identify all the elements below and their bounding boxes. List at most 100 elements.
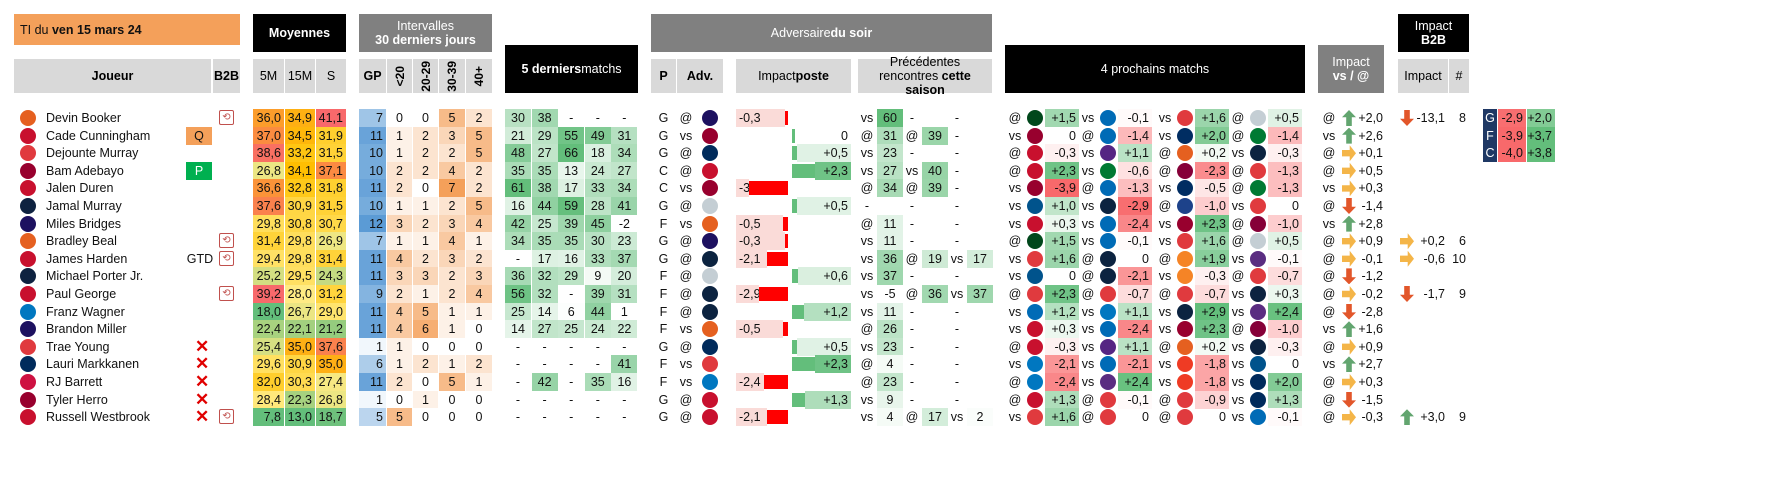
impact-bar xyxy=(767,410,788,425)
interval-i40: 2 xyxy=(466,249,492,268)
interval-i40: 3 xyxy=(466,267,492,286)
next-impact-value: +2,4 xyxy=(1268,302,1302,321)
avg-s: 29,0 xyxy=(316,302,346,321)
prev-home-away: vs xyxy=(860,339,874,354)
next-home-away: vs xyxy=(1081,199,1095,213)
next-home-away: @ xyxy=(1081,269,1095,284)
prev-home-away: @ xyxy=(860,128,874,143)
interval-gp: 11 xyxy=(359,320,386,339)
position: C xyxy=(658,181,669,196)
player-name[interactable]: James Harden xyxy=(46,251,128,266)
avg-s: 37,6 xyxy=(316,337,346,356)
impact-b2b-value: +3,0 xyxy=(1420,410,1445,425)
impact-b2b-count: 9 xyxy=(1459,287,1466,301)
avg-s: 31,2 xyxy=(316,285,346,303)
home-away: @ xyxy=(679,163,693,178)
impact-poste-b: poste xyxy=(795,69,829,83)
impact-vs-value: -1,2 xyxy=(1361,269,1383,284)
next-opponent-logo-icon xyxy=(1250,286,1266,302)
next-opponent-logo-icon xyxy=(1027,145,1043,162)
impact-vs-home-away: @ xyxy=(1322,392,1336,407)
interval-i3039: 7 xyxy=(439,179,465,198)
last-game-score: 35 xyxy=(584,373,611,391)
impact-vs-value: +2,8 xyxy=(1358,216,1383,231)
player-name[interactable]: Miles Bridges xyxy=(46,216,122,231)
player-name[interactable]: Franz Wagner xyxy=(46,304,125,319)
next-impact-value: -1,0 xyxy=(1195,197,1229,215)
interval-gp: 10 xyxy=(359,144,386,163)
player-name[interactable]: Paul George xyxy=(46,287,117,301)
player-name[interactable]: Jalen Duren xyxy=(46,181,114,196)
team-logo-icon xyxy=(20,233,36,250)
next-impact-value: -0,1 xyxy=(1118,109,1152,127)
header-4-prochains: 4 prochains matchs xyxy=(1005,45,1305,93)
impact-bar xyxy=(792,199,797,213)
prev-score: 23 xyxy=(877,337,903,356)
player-name[interactable]: RJ Barrett xyxy=(46,375,103,389)
prev-home-away: @ xyxy=(860,216,874,231)
last-game-score: 25 xyxy=(505,302,531,321)
next-opponent-logo-icon xyxy=(1250,409,1266,426)
impact-bar xyxy=(785,234,788,249)
header-intervalles: Intervalles 30 derniers jours xyxy=(359,14,492,52)
opponent-logo-icon xyxy=(702,391,718,408)
impact-bar xyxy=(792,128,795,143)
last-game-score: - xyxy=(505,373,531,391)
player-name[interactable]: Dejounte Murray xyxy=(46,146,139,161)
next-opponent-logo-icon xyxy=(1100,303,1116,320)
impact-bar xyxy=(785,111,788,125)
avg-m15: 30,8 xyxy=(285,214,315,233)
next-home-away: @ xyxy=(1008,163,1022,178)
next-home-away: @ xyxy=(1231,234,1245,249)
player-name[interactable]: Michael Porter Jr. xyxy=(46,269,144,284)
next-opponent-logo-icon xyxy=(1027,180,1043,197)
30-39-label: 30-39 xyxy=(445,60,459,92)
last-game-score: 41 xyxy=(611,197,638,215)
next-opponent-logo-icon xyxy=(1177,409,1193,426)
interval-i40: 1 xyxy=(466,302,492,321)
interval-i20: 2 xyxy=(387,285,412,303)
last-game-score: 39 xyxy=(584,285,611,303)
prev-score: 2 xyxy=(967,408,993,427)
player-name[interactable]: Brandon Miller xyxy=(46,322,127,337)
b2b-trend-down-icon xyxy=(1400,286,1414,302)
player-name[interactable]: Russell Westbrook xyxy=(46,410,150,425)
next-impact-value: +0,2 xyxy=(1195,337,1229,356)
next-opponent-logo-icon xyxy=(1100,250,1116,267)
next-impact-value: +0,3 xyxy=(1268,285,1302,303)
next-impact-value: +2,4 xyxy=(1118,373,1152,391)
next-home-away: vs xyxy=(1008,304,1022,319)
last-game-score: 38 xyxy=(531,179,558,198)
trend-right-icon xyxy=(1342,409,1356,426)
40plus-label: 40+ xyxy=(472,65,486,87)
last-game-score: 33 xyxy=(584,249,611,268)
next-impact-value: -0,1 xyxy=(1118,232,1152,251)
player-name[interactable]: Trae Young xyxy=(46,339,110,354)
player-name[interactable]: Lauri Markkanen xyxy=(46,357,140,372)
home-away: @ xyxy=(679,251,693,266)
player-name[interactable]: Jamal Murray xyxy=(46,199,122,213)
status-tag: Q xyxy=(186,126,212,145)
impact-bar xyxy=(792,146,797,161)
next-opponent-logo-icon xyxy=(1250,162,1266,179)
prev-score: 39 xyxy=(922,179,948,198)
next-opponent-logo-icon xyxy=(1177,268,1193,285)
player-name[interactable]: Cade Cunningham xyxy=(46,128,151,143)
player-name[interactable]: Bradley Beal xyxy=(46,234,117,249)
prev-home-away: - xyxy=(909,357,915,372)
b2b-repeat-icon: ⟲ xyxy=(219,110,234,125)
next-opponent-logo-icon xyxy=(1177,127,1193,144)
prev-home-away: vs xyxy=(860,410,874,425)
impact-vs-value: -1,4 xyxy=(1361,199,1383,213)
interval-gp: 12 xyxy=(359,214,386,233)
home-away: @ xyxy=(679,199,693,213)
next-home-away: @ xyxy=(1081,410,1095,425)
interval-gp: 1 xyxy=(359,390,386,409)
prev-home-away: - xyxy=(954,269,960,284)
last-game-score: 66 xyxy=(558,144,585,163)
impact-vs-home-away: @ xyxy=(1322,111,1336,125)
next-opponent-logo-icon xyxy=(1177,250,1193,267)
player-name[interactable]: Bam Adebayo xyxy=(46,163,124,178)
player-name[interactable]: Tyler Herro xyxy=(46,392,108,407)
player-name[interactable]: Devin Booker xyxy=(46,111,122,125)
